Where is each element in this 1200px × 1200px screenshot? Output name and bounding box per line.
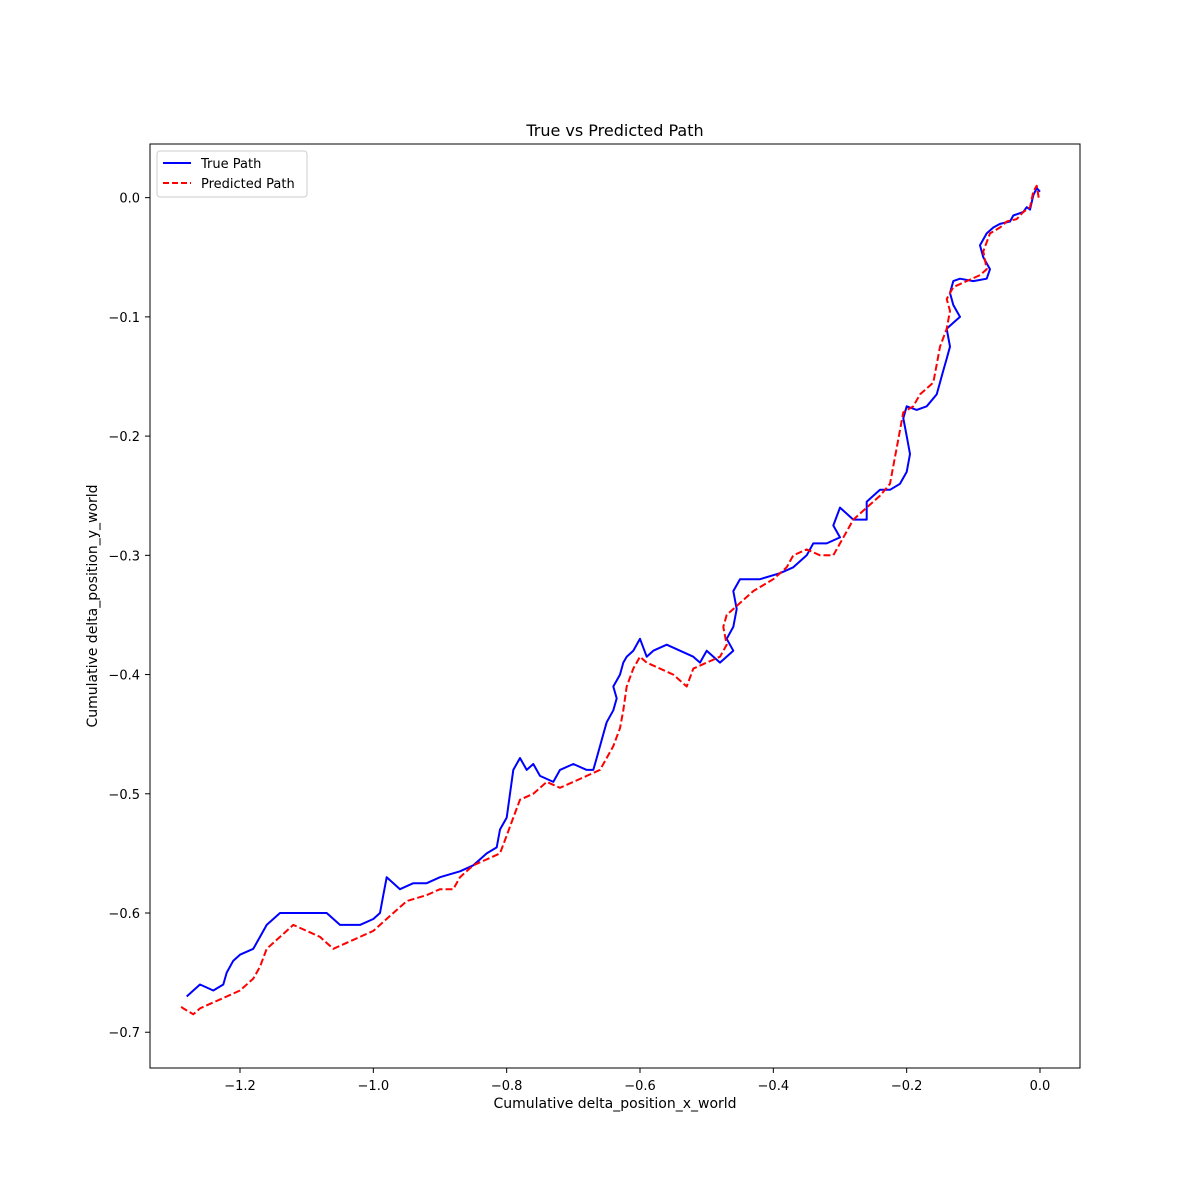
axes-frame bbox=[149, 143, 1081, 1069]
y-axis-label: Cumulative delta_position_y_world bbox=[85, 484, 101, 727]
x-tick-label: 0.0 bbox=[1030, 1079, 1051, 1094]
x-tick-label: −1.0 bbox=[358, 1079, 390, 1094]
ticks-layer: −1.2 −1.0 −0.8 −0.6 −0.4 −0.2 0.0 0.0 −0.1 −0.2 −0… bbox=[108, 192, 1050, 1094]
legend: True Path Predicted Path bbox=[156, 150, 308, 198]
y-tick-label: −0.5 bbox=[108, 788, 140, 803]
series-line-true-path bbox=[186, 187, 1041, 998]
x-tick-label: −0.6 bbox=[624, 1079, 656, 1094]
x-tick-label: −0.8 bbox=[491, 1079, 523, 1094]
y-tick-label: −0.4 bbox=[108, 669, 140, 684]
series-line-predicted-path bbox=[179, 184, 1040, 1016]
y-tick-label: −0.1 bbox=[108, 311, 140, 326]
chart-title: True vs Predicted Path bbox=[525, 121, 703, 140]
y-tick-label: −0.3 bbox=[108, 549, 140, 564]
x-tick-label: −0.4 bbox=[758, 1079, 790, 1094]
y-tick-label: 0.0 bbox=[119, 192, 140, 207]
y-tick-label: −0.7 bbox=[108, 1026, 140, 1041]
series-layer bbox=[179, 184, 1041, 1016]
legend-box bbox=[156, 150, 308, 198]
legend-label-true-path: True Path bbox=[200, 157, 261, 172]
y-tick-label: −0.6 bbox=[108, 907, 140, 922]
x-tick-label: −0.2 bbox=[891, 1079, 923, 1094]
y-tick-label: −0.2 bbox=[108, 430, 140, 445]
x-axis-label: Cumulative delta_position_x_world bbox=[493, 1096, 736, 1112]
x-tick-label: −1.2 bbox=[224, 1079, 256, 1094]
legend-label-predicted-path: Predicted Path bbox=[201, 177, 295, 192]
